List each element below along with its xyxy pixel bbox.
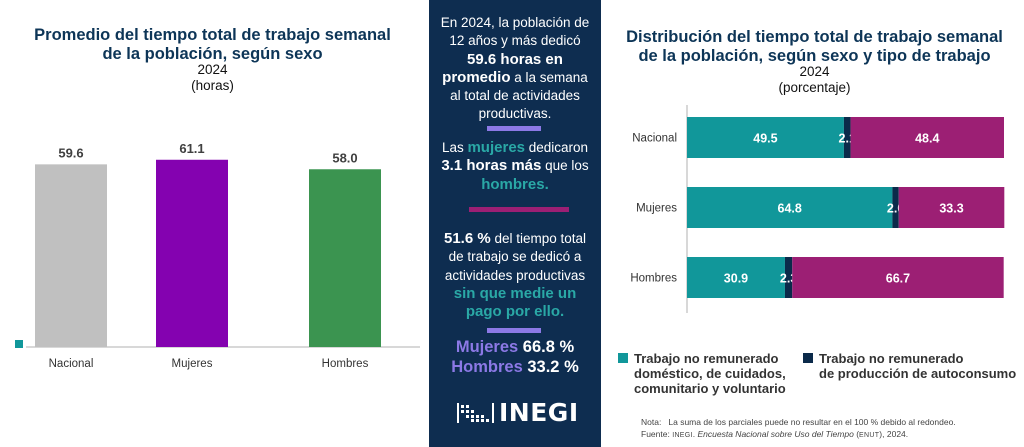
note-body: La suma de los parciales puede no result… bbox=[668, 417, 956, 427]
summary-text: a la semana bbox=[510, 69, 588, 85]
segment-hombres-0 bbox=[687, 257, 785, 298]
distribution-chart-panel: Distribución del tiempo total de trabajo… bbox=[605, 0, 1024, 447]
legend-label: comunitario y voluntario bbox=[634, 381, 786, 396]
source-year: 2024. bbox=[886, 429, 909, 439]
segment-nacional-0 bbox=[687, 117, 844, 158]
summary-paragraph-4: Mujeres 66.8 % Hombres 33.2 % bbox=[429, 337, 601, 377]
men-value: 33.2 % bbox=[522, 358, 579, 376]
legend-label: Trabajo no remunerado bbox=[819, 351, 964, 366]
inegi-logo: INEGI bbox=[457, 398, 579, 427]
summary-highlight: 51.6 % bbox=[443, 230, 491, 247]
legend-label: Trabajo no remunerado bbox=[634, 351, 779, 366]
hours-chart-title: Promedio del tiempo total de trabajo sem… bbox=[0, 26, 425, 64]
source-text: Fuente: INEGI. Encuesta Nacional sobre U… bbox=[641, 429, 909, 439]
summary-paragraph-1: En 2024, la población de 12 años y más d… bbox=[429, 14, 601, 124]
segment-hombres-2 bbox=[792, 257, 1004, 298]
summary-text: actividades productivas bbox=[444, 267, 586, 283]
segment-value-label: 30.9 bbox=[724, 272, 748, 286]
distribution-chart-title-line1: Distribución del tiempo total de trabajo… bbox=[626, 28, 1003, 46]
bar-nacional bbox=[35, 164, 107, 347]
distribution-chart-unit: (porcentaje) bbox=[778, 80, 851, 95]
separator-lavender bbox=[487, 328, 541, 333]
summary-text: dedicaron bbox=[525, 140, 589, 155]
summary-text: de trabajo se dedicó a bbox=[448, 249, 582, 265]
x-tick-label: Hombres bbox=[322, 358, 369, 370]
segment-value-label: 66.7 bbox=[886, 272, 910, 286]
distribution-chart-title: Distribución del tiempo total de trabajo… bbox=[605, 28, 1024, 66]
legend-label: de producción de autoconsumo bbox=[819, 366, 1017, 381]
legend-label: doméstico, de cuidados, bbox=[634, 366, 786, 381]
segment-hombres-1 bbox=[784, 257, 793, 298]
summary-highlight: promedio bbox=[442, 68, 511, 86]
segment-nacional-1 bbox=[843, 117, 851, 158]
segment-value-label: 48.4 bbox=[915, 132, 939, 146]
source-org: INEGI bbox=[672, 432, 693, 439]
inegi-logo-icon bbox=[457, 402, 494, 423]
women-label: Mujeres bbox=[455, 338, 519, 356]
segment-mujeres-2 bbox=[898, 187, 1005, 228]
distribution-chart-year: 2024 bbox=[799, 64, 830, 79]
summary-highlight-teal: hombres. bbox=[481, 175, 549, 193]
note-text: Nota: La suma de los parciales puede no … bbox=[641, 416, 956, 428]
bar-hombres bbox=[309, 169, 381, 347]
summary-text: productivas. bbox=[478, 106, 552, 122]
note-label: Nota: bbox=[641, 417, 662, 427]
hours-chart-panel: Promedio del tiempo total de trabajo sem… bbox=[0, 0, 425, 447]
segment-value-label: 49.5 bbox=[753, 132, 777, 146]
bar-value-label: 61.1 bbox=[179, 141, 204, 156]
summary-panel: En 2024, la población de 12 años y más d… bbox=[429, 0, 601, 447]
distribution-chart-title-line2: de la población, según sexo y tipo de tr… bbox=[638, 47, 991, 65]
men-label: Hombres bbox=[451, 358, 523, 376]
y-tick-label: Nacional bbox=[632, 133, 677, 145]
legend-item-autoconsumo: Trabajo no remunerado de producción de a… bbox=[803, 351, 1016, 381]
inegi-logo-text: INEGI bbox=[499, 398, 579, 427]
hours-chart-plot: 59.6 Nacional 61.1 Mujeres 58.0 Hombres bbox=[15, 141, 420, 370]
segment-value-label: 64.8 bbox=[778, 202, 802, 216]
separator-lavender bbox=[487, 126, 541, 131]
summary-paragraph-2: Las mujeres dedicaron 3.1 horas más que … bbox=[429, 139, 601, 194]
legend-swatch-teal bbox=[618, 353, 628, 363]
summary-text: Las bbox=[441, 140, 468, 155]
women-value: 66.8 % bbox=[518, 338, 575, 356]
bar-value-label: 58.0 bbox=[332, 150, 357, 165]
legend-swatch-navy bbox=[803, 353, 813, 363]
legend-item-domestic: Trabajo no remunerado doméstico, de cuid… bbox=[618, 351, 786, 396]
segment-mujeres-1 bbox=[892, 187, 899, 228]
segment-nacional-2 bbox=[850, 117, 1004, 158]
summary-text: del tiempo total bbox=[490, 231, 586, 246]
y-tick-label: Hombres bbox=[630, 273, 677, 285]
summary-highlight-teal: mujeres bbox=[467, 139, 526, 156]
x-tick-label: Mujeres bbox=[172, 358, 213, 370]
summary-text: que los bbox=[541, 158, 589, 174]
summary-highlight: 59.6 horas en bbox=[467, 50, 563, 68]
bar-value-label: 59.6 bbox=[58, 145, 83, 160]
segment-mujeres-0 bbox=[687, 187, 893, 228]
summary-text: al total de actividades bbox=[450, 88, 580, 104]
hours-chart-year: 2024 bbox=[197, 62, 228, 77]
source-title: Encuesta Nacional sobre Uso del Tiempo bbox=[697, 429, 854, 439]
summary-text: En 2024, la población de bbox=[440, 15, 590, 30]
summary-highlight-teal: sin que medie un bbox=[453, 284, 577, 302]
hours-chart-title-line1: Promedio del tiempo total de trabajo sem… bbox=[34, 26, 391, 44]
separator-magenta bbox=[469, 207, 569, 212]
source-abbr: ENUT bbox=[859, 432, 880, 439]
hours-chart-title-line2: de la población, según sexo bbox=[102, 45, 323, 63]
source-label: Fuente: bbox=[641, 429, 670, 439]
summary-highlight: 3.1 horas más bbox=[441, 157, 542, 175]
summary-paragraph-3: 51.6 % del tiempo total de trabajo se de… bbox=[429, 230, 601, 321]
hours-chart-unit: (horas) bbox=[191, 78, 234, 93]
bar-mujeres bbox=[156, 159, 228, 347]
summary-text: 12 años y más dedicó bbox=[449, 33, 581, 49]
x-tick-label: Nacional bbox=[49, 358, 94, 370]
segment-value-label: 33.3 bbox=[939, 202, 963, 216]
y-tick-label: Mujeres bbox=[636, 203, 677, 215]
summary-highlight-teal: pago por ello. bbox=[465, 303, 565, 321]
legend-swatch-teal bbox=[15, 340, 23, 348]
